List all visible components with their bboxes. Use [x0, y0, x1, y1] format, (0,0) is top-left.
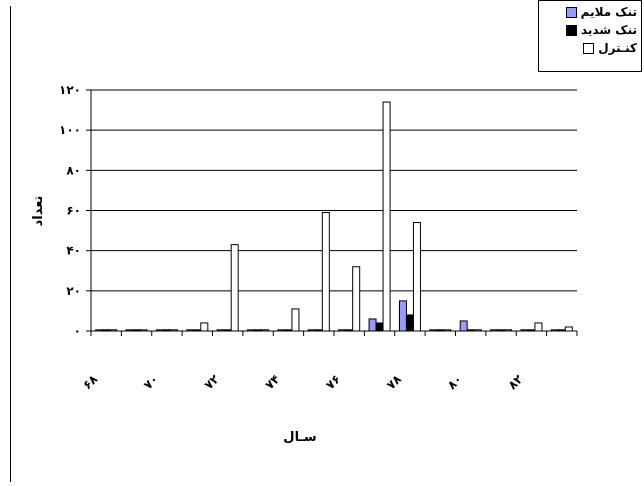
gridlines	[91, 89, 577, 292]
bar-light	[368, 318, 377, 332]
bar-control	[321, 212, 330, 332]
y-tick-label: ۰	[74, 324, 81, 338]
bar-control	[412, 222, 421, 332]
legend-swatch-control	[583, 42, 595, 54]
bar-control	[382, 101, 391, 332]
legend-label: تنک ملایم	[580, 5, 637, 19]
legend-label: کنـترل	[598, 41, 637, 55]
x-tick-label: ۷۰	[141, 372, 161, 392]
y-tick-label: ۱۲۰	[59, 83, 81, 97]
x-tick-label: ۸۰	[445, 372, 465, 392]
bar-light	[398, 300, 407, 332]
legend-item-control: کنـترل	[543, 39, 637, 57]
bar-control	[534, 322, 543, 332]
legend: تنک ملایم تنک شدید کنـترل	[538, 0, 642, 72]
bars	[95, 101, 573, 332]
legend-item-light-thinning: تنک ملایم	[543, 3, 637, 21]
y-tick-label: ۱۰۰	[59, 123, 81, 137]
y-tick-label: ۸۰	[66, 163, 81, 177]
y-tick-label: ۴۰	[66, 244, 81, 258]
tick-labels: ۰ ۲۰ ۴۰ ۶۰ ۸۰ ۱۰۰ ۱۲۰ ۶۸ ۷۰ ۷۲ ۷۴ ۷۶ ۷۸ ۸۰ ۸۲	[59, 83, 526, 392]
y-axis-label: تعداد	[31, 196, 46, 227]
x-tick-label: ۷۸	[384, 372, 405, 393]
legend-swatch-heavy	[565, 24, 577, 36]
x-tick-label: ۶۸	[80, 372, 101, 393]
bar-heavy	[375, 322, 384, 332]
y-tick-label: ۲۰	[66, 284, 81, 298]
x-tick-label: ۷۶	[323, 372, 343, 392]
bar-control	[291, 308, 300, 332]
bar-control	[230, 244, 239, 332]
bar-control	[200, 322, 209, 332]
legend-swatch-light	[565, 6, 577, 18]
y-tick-label: ۶۰	[66, 204, 81, 218]
axes	[86, 89, 578, 336]
bar-control	[352, 266, 361, 332]
chart-frame	[10, 6, 637, 482]
x-tick-label: ۸۲	[505, 372, 526, 393]
bar-heavy	[405, 314, 414, 332]
legend-item-heavy-thinning: تنک شدید	[543, 21, 637, 39]
x-tick-label: ۷۲	[202, 372, 223, 393]
bar-control	[564, 326, 573, 332]
x-tick-label: ۷۴	[262, 372, 282, 392]
x-axis-label: سـال	[283, 430, 316, 445]
legend-label: تنک شدید	[580, 23, 637, 37]
bar-light	[459, 320, 468, 332]
